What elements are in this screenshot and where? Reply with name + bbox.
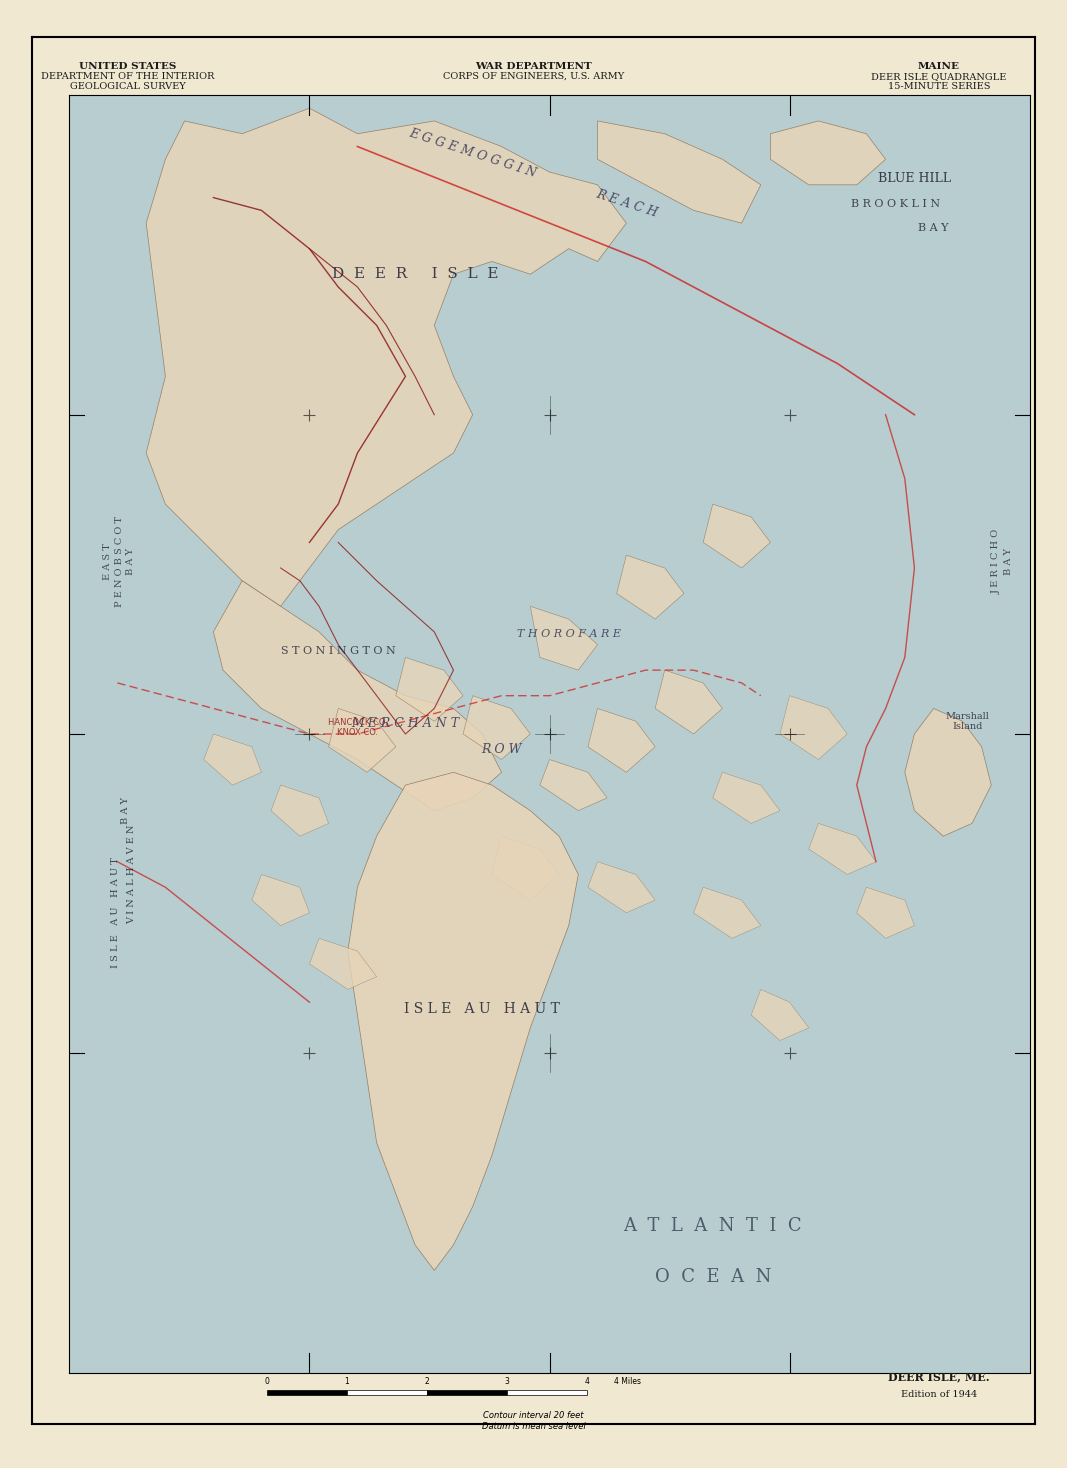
- Polygon shape: [617, 555, 684, 619]
- Text: B R O O K L I N: B R O O K L I N: [850, 200, 940, 208]
- Text: S T O N I N G T O N: S T O N I N G T O N: [281, 646, 396, 656]
- Text: Contour interval 20 feet: Contour interval 20 feet: [483, 1411, 584, 1420]
- Text: I S L E   A U   H A U T: I S L E A U H A U T: [111, 857, 120, 969]
- Polygon shape: [905, 709, 991, 837]
- Polygon shape: [492, 837, 559, 900]
- Polygon shape: [703, 504, 770, 568]
- Text: P E N O B S C O T: P E N O B S C O T: [115, 517, 124, 608]
- Text: B A Y: B A Y: [121, 797, 129, 824]
- Text: O  C  E  A  N: O C E A N: [654, 1268, 771, 1286]
- Text: UNITED STATES: UNITED STATES: [79, 62, 177, 70]
- Polygon shape: [329, 709, 396, 772]
- Bar: [427, 1390, 507, 1395]
- Text: DEPARTMENT OF THE INTERIOR: DEPARTMENT OF THE INTERIOR: [42, 72, 214, 81]
- Polygon shape: [751, 989, 809, 1041]
- Bar: [507, 1390, 587, 1395]
- Polygon shape: [770, 120, 886, 185]
- Polygon shape: [598, 120, 761, 223]
- Polygon shape: [540, 759, 607, 810]
- Text: WAR DEPARTMENT: WAR DEPARTMENT: [475, 62, 592, 70]
- Text: HANCOCK CO.
KNOX CO.: HANCOCK CO. KNOX CO.: [328, 718, 387, 737]
- Text: B A Y: B A Y: [1004, 548, 1013, 575]
- Polygon shape: [857, 887, 914, 938]
- Text: CORPS OF ENGINEERS, U.S. ARMY: CORPS OF ENGINEERS, U.S. ARMY: [443, 72, 624, 81]
- Polygon shape: [713, 772, 780, 824]
- Polygon shape: [204, 734, 261, 785]
- Polygon shape: [588, 862, 655, 913]
- Polygon shape: [271, 785, 329, 837]
- Text: 2: 2: [425, 1377, 429, 1386]
- Text: M E R C H A N T: M E R C H A N T: [351, 718, 460, 730]
- Text: Marshall
Island: Marshall Island: [945, 712, 989, 731]
- Text: R E A C H: R E A C H: [594, 188, 658, 220]
- Polygon shape: [780, 696, 847, 759]
- Text: 15-MINUTE SERIES: 15-MINUTE SERIES: [888, 82, 990, 91]
- Text: J E R I C H O: J E R I C H O: [991, 528, 1001, 595]
- Polygon shape: [463, 696, 530, 759]
- Polygon shape: [213, 581, 501, 810]
- Text: DEER ISLE, ME.: DEER ISLE, ME.: [888, 1371, 990, 1383]
- Polygon shape: [309, 938, 377, 989]
- Polygon shape: [530, 606, 598, 669]
- Text: Datum is mean sea level: Datum is mean sea level: [481, 1422, 586, 1431]
- Text: T H O R O F A R E: T H O R O F A R E: [516, 630, 621, 640]
- Bar: [267, 1390, 347, 1395]
- Text: Edition of 1944: Edition of 1944: [901, 1390, 977, 1399]
- Text: E A S T: E A S T: [103, 543, 112, 580]
- Text: B A Y: B A Y: [919, 223, 949, 233]
- Text: 4: 4: [585, 1377, 589, 1386]
- Polygon shape: [809, 824, 876, 875]
- Polygon shape: [694, 887, 761, 938]
- Polygon shape: [348, 772, 578, 1270]
- Text: R O W: R O W: [481, 743, 522, 756]
- Polygon shape: [655, 669, 722, 734]
- Text: 3: 3: [505, 1377, 509, 1386]
- Text: A  T  L  A  N  T  I  C: A T L A N T I C: [623, 1217, 802, 1235]
- Polygon shape: [396, 658, 463, 721]
- Text: 4 Miles: 4 Miles: [614, 1377, 640, 1386]
- Text: DEER ISLE QUADRANGLE: DEER ISLE QUADRANGLE: [872, 72, 1006, 81]
- Polygon shape: [252, 875, 309, 926]
- Text: V I N A L H A V E N: V I N A L H A V E N: [127, 825, 137, 925]
- Text: MAINE: MAINE: [918, 62, 960, 70]
- Polygon shape: [146, 109, 626, 606]
- Text: I S L E   A U   H A U T: I S L E A U H A U T: [404, 1001, 560, 1016]
- Text: GEOLOGICAL SURVEY: GEOLOGICAL SURVEY: [70, 82, 186, 91]
- Text: BLUE HILL: BLUE HILL: [878, 172, 951, 185]
- Text: 1: 1: [345, 1377, 349, 1386]
- Text: E G G E M O G G I N: E G G E M O G G I N: [408, 126, 538, 179]
- Bar: [347, 1390, 427, 1395]
- Text: D  E  E  R     I  S  L  E: D E E R I S L E: [332, 267, 498, 282]
- Text: B A Y: B A Y: [126, 548, 136, 575]
- Polygon shape: [588, 709, 655, 772]
- Text: 0: 0: [265, 1377, 269, 1386]
